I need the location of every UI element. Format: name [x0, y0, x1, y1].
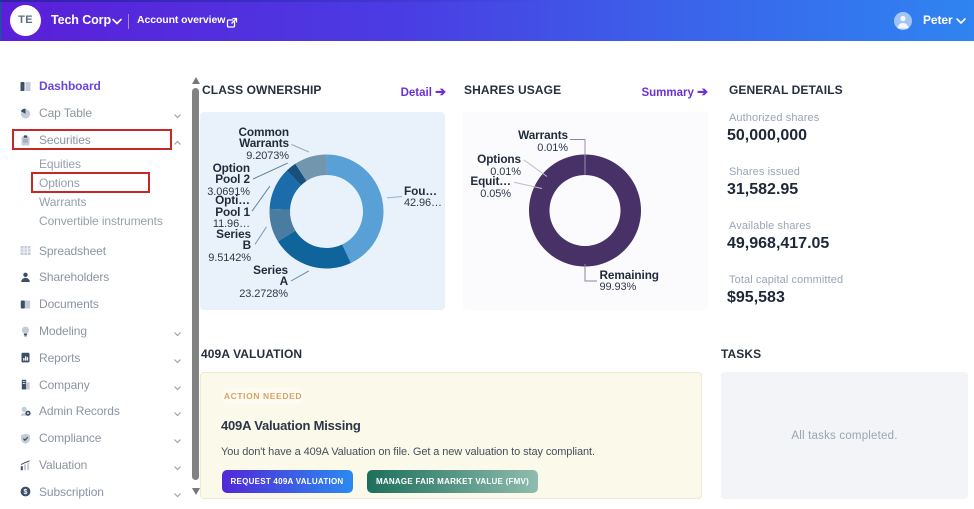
svg-text:$: $ [24, 489, 28, 496]
